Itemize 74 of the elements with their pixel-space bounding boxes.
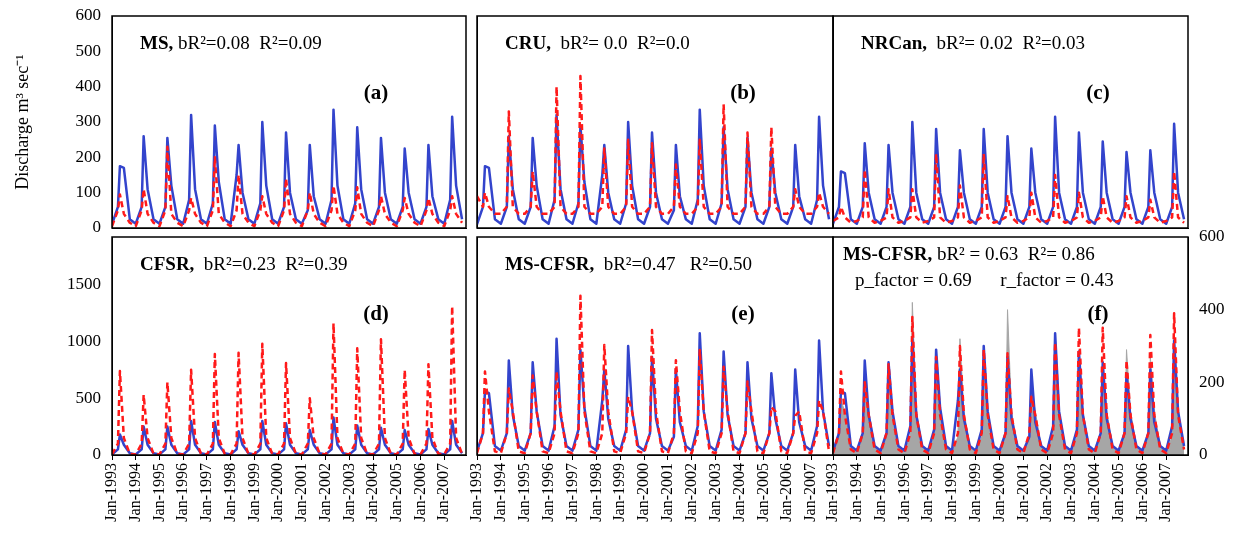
- x-tick-label: Jan-1999: [244, 463, 262, 522]
- text: p_factor = 0.69 r_factor = 0.43: [855, 268, 1114, 290]
- y2-tick-label: 600: [1199, 226, 1225, 246]
- x-tick-label: Jan-2001: [658, 463, 676, 522]
- x-tick-label: Jan-1998: [942, 463, 960, 522]
- x-tick-label: Jan-1996: [894, 463, 912, 522]
- x-tick-label: Jan-2006: [1132, 463, 1150, 522]
- x-tick-label: Jan-2007: [801, 463, 819, 522]
- x-tick-label: Jan-2000: [989, 463, 1007, 522]
- x-tick-label: Jan-1997: [918, 463, 936, 522]
- x-tick-label: Jan-2006: [410, 463, 428, 522]
- x-tick-label: Jan-1995: [514, 463, 532, 522]
- x-tick-label: Jan-1999: [966, 463, 983, 522]
- y-tick-label: 200: [75, 146, 101, 166]
- text: CFSR, bR²=0.23 R²=0.39: [140, 252, 348, 274]
- y-tick-label: 500: [75, 387, 101, 407]
- x-tick-label: Jan-2004: [729, 463, 747, 522]
- annotation: (a): [363, 80, 389, 105]
- x-tick-label: Jan-1993: [823, 463, 841, 522]
- x-tick-label: Jan-2000: [634, 463, 652, 522]
- x-tick-label: Jan-1997: [562, 463, 580, 522]
- x-tick-label: Jan-2002: [1037, 463, 1055, 522]
- y-tick-label: 0: [92, 217, 101, 237]
- x-tick-label: Jan-2002: [682, 463, 699, 522]
- x-tick-label: Jan-1993: [102, 463, 120, 522]
- x-tick-label: Jan-2005: [753, 463, 771, 522]
- x-tick-label: Jan-1996: [173, 463, 191, 522]
- text: NRCan, bR²= 0.02 R²=0.03: [861, 31, 1085, 53]
- x-tick-label: Jan-1996: [538, 463, 556, 522]
- x-tick-label: Jan-2006: [777, 463, 795, 522]
- x-tick-label: Jan-2004: [363, 463, 381, 522]
- x-tick-label: Jan-2003: [339, 463, 357, 522]
- y-tick-label: 1500: [67, 274, 101, 294]
- x-tick-label: Jan-1995: [870, 463, 888, 522]
- text: MS-CFSR, bR²=0.47 R²=0.50: [505, 252, 753, 274]
- y2-tick-label: 400: [1199, 299, 1225, 319]
- x-tick-label: Jan-1998: [220, 463, 238, 522]
- annotation: (f): [1087, 301, 1109, 326]
- x-tick-label: Jan-2005: [1108, 463, 1126, 522]
- annotation: (d): [363, 301, 389, 326]
- x-tick-label: Jan-2003: [1061, 463, 1079, 522]
- x-tick-label: Jan-1994: [847, 463, 864, 522]
- x-tick-label: Jan-2001: [292, 463, 310, 522]
- x-tick-label: Jan-2007: [1156, 463, 1174, 522]
- x-tick-label: Jan-2007: [434, 463, 452, 522]
- y-tick-label: 500: [75, 40, 101, 60]
- x-tick-label: Jan-1994: [491, 463, 509, 522]
- y2-tick-label: 0: [1199, 444, 1208, 464]
- chart-title: MS-CFSR, bR² = 0.63 R²= 0.86: [843, 242, 1095, 264]
- x-tick-label: Jan-1997: [197, 463, 215, 522]
- annotation: (b): [730, 80, 756, 105]
- x-tick-label: Jan-2002: [315, 463, 333, 522]
- y2-tick-label: 200: [1199, 371, 1225, 391]
- x-tick-label: Jan-2005: [386, 463, 404, 522]
- y-tick-label: 600: [75, 5, 101, 25]
- x-tick-label: Jan-1994: [125, 463, 143, 522]
- x-tick-label: Jan-2000: [268, 463, 286, 522]
- x-tick-label: Jan-1995: [149, 463, 167, 522]
- x-tick-label: Jan-2004: [1084, 463, 1102, 522]
- x-tick-label: Jan-1993: [467, 463, 485, 522]
- y-tick-label: 1000: [67, 330, 101, 350]
- x-tick-label: Jan-2001: [1013, 463, 1031, 522]
- x-tick-label: Jan-2003: [705, 463, 723, 522]
- x-tick-label: Jan-1999: [610, 463, 628, 522]
- text: CRU, bR²= 0.0 R²=0.0: [505, 31, 690, 53]
- y-tick-label: 300: [75, 111, 101, 131]
- y-tick-label: 400: [75, 76, 101, 96]
- y-tick-label: 0: [92, 444, 101, 464]
- annotation: (e): [731, 301, 755, 326]
- x-tick-label: Jan-1998: [586, 463, 604, 522]
- text: MS, bR²=0.08 R²=0.09: [140, 31, 322, 53]
- y-axis-title: Discharge m³ sec⁻¹: [11, 54, 32, 190]
- y-tick-label: 100: [75, 182, 101, 202]
- annotation: (c): [1086, 80, 1110, 105]
